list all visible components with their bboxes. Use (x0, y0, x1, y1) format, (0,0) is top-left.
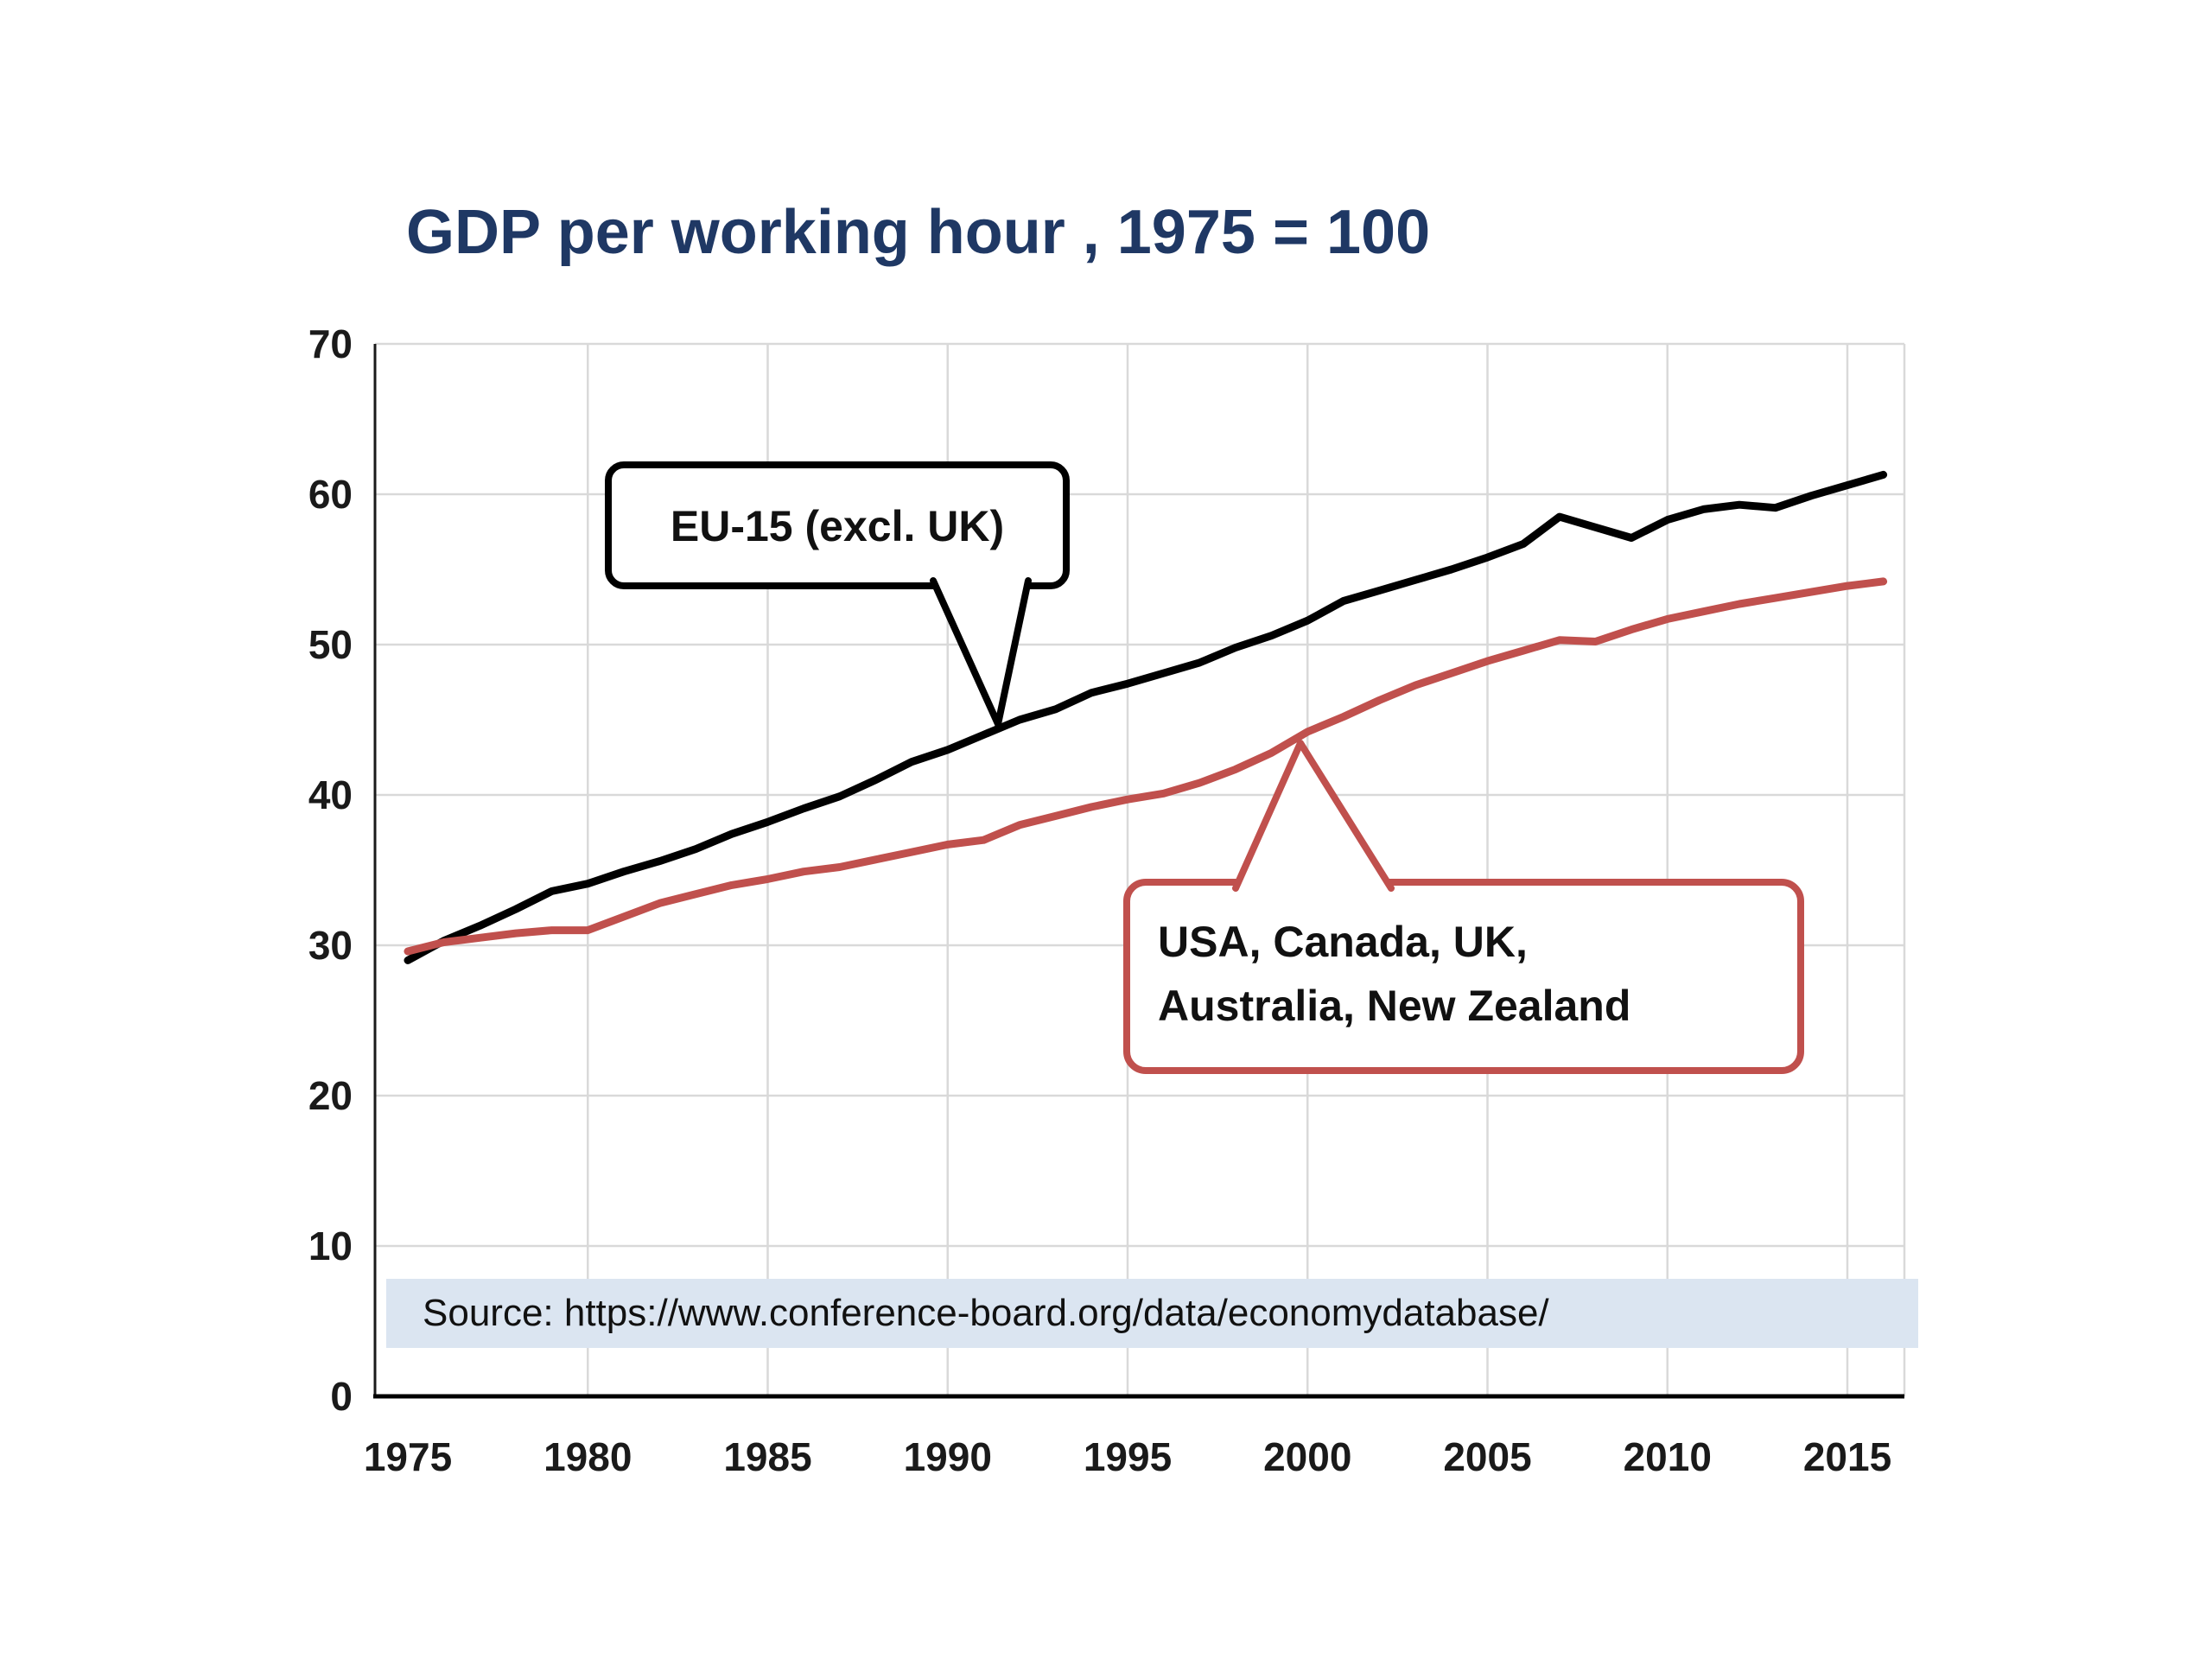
x-tick-label: 1995 (1084, 1434, 1172, 1479)
x-tick-label: 1990 (904, 1434, 992, 1479)
eu-callout: EU-15 (excl. UK) (605, 461, 1070, 728)
y-tick-label: 20 (308, 1073, 353, 1118)
x-tick-label: 2000 (1263, 1434, 1351, 1479)
y-tick-label: 0 (330, 1374, 353, 1419)
x-tick-label: 1980 (543, 1434, 632, 1479)
chart-title: GDP per working hour , 1975 = 100 (406, 198, 1431, 267)
x-tick-label: 2010 (1624, 1434, 1712, 1479)
eu-callout-label: EU-15 (excl. UK) (671, 502, 1004, 550)
source-text: Source: https://www.conference-board.org… (423, 1292, 1549, 1334)
anglo-callout-box (1123, 879, 1804, 1074)
eu-callout-box (605, 461, 1070, 589)
anglo-callout-label-line2: Australia, New Zealand (1158, 982, 1630, 1030)
y-tick-label: 60 (308, 472, 353, 517)
y-tick-label: 70 (308, 321, 353, 366)
anglo-callout-label-line1: USA, Canada, UK, (1158, 918, 1528, 966)
eu-callout-pointer (930, 577, 1032, 728)
y-tick-label: 40 (308, 772, 353, 817)
anglo-callout: USA, Canada, UK, Australia, New Zealand (1123, 740, 1804, 1074)
x-tick-label: 2015 (1803, 1434, 1891, 1479)
y-tick-label: 10 (308, 1224, 353, 1268)
x-tick-label: 2005 (1443, 1434, 1531, 1479)
y-tick-label: 50 (308, 622, 353, 667)
series-line-eu15 (404, 470, 1888, 964)
y-tick-label: 30 (308, 923, 353, 968)
source-band: Source: https://www.conference-board.org… (386, 1279, 1918, 1348)
x-tick-label: 1975 (364, 1434, 452, 1479)
x-tick-label: 1985 (723, 1434, 811, 1479)
series-line-anglo (404, 577, 1888, 956)
anglo-callout-pointer (1232, 740, 1395, 892)
